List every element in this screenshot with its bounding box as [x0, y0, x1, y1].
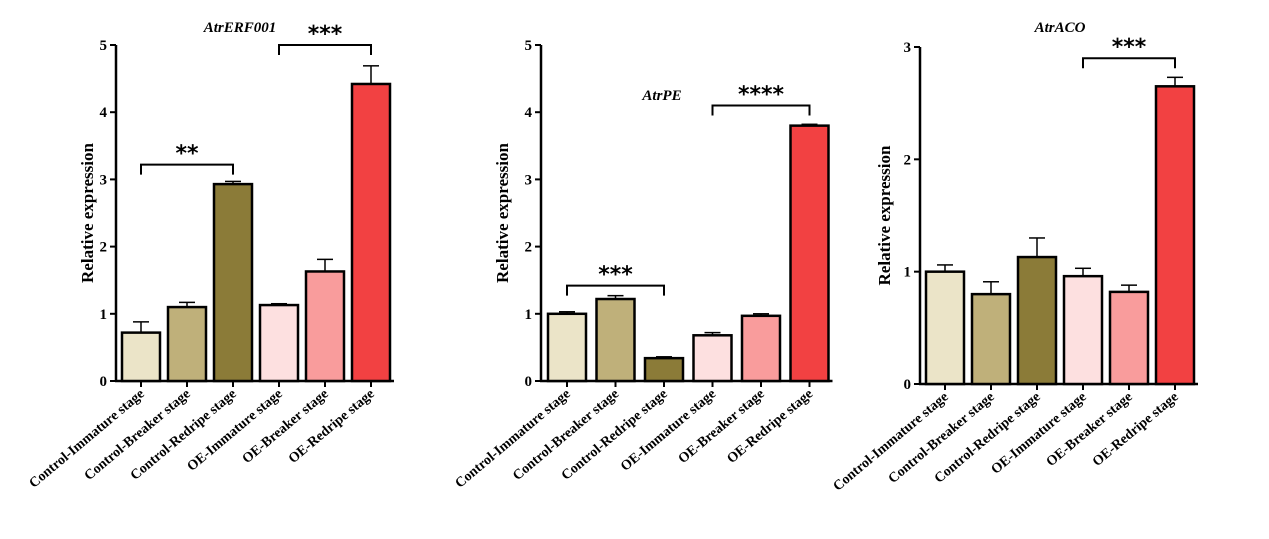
bar: [970, 292, 1012, 386]
bar: [1062, 274, 1104, 386]
y-tick-label: 3: [525, 172, 533, 188]
significance-label: ***: [1112, 35, 1147, 60]
x-tick-label: OE-Redripe stage: [1090, 390, 1182, 470]
y-tick-label: 2: [525, 240, 533, 256]
bar: [546, 312, 588, 383]
bar: [1016, 255, 1058, 386]
significance-label: ****: [738, 82, 785, 107]
significance-label: ***: [308, 22, 343, 47]
bar: [924, 270, 966, 386]
y-tick-label: 2: [904, 152, 912, 168]
x-tick-label: OE-Breaker stage: [676, 387, 768, 467]
x-tick-label: OE-Redripe stage: [286, 387, 378, 467]
chart-title: AtrACO: [1034, 20, 1086, 36]
y-tick-label: 0: [525, 374, 533, 390]
y-tick-label: 0: [100, 374, 108, 390]
y-tick-label: 1: [525, 307, 533, 323]
y-tick-label: 1: [904, 265, 912, 281]
y-tick-label: 5: [525, 38, 533, 54]
bar: [643, 356, 685, 383]
bar: [166, 305, 208, 383]
bar: [789, 124, 830, 383]
bar: [350, 82, 392, 383]
bar: [595, 297, 636, 383]
bar: [258, 303, 300, 383]
y-tick-label: 5: [100, 38, 108, 54]
y-tick-label: 3: [100, 172, 108, 188]
significance-bracket: [566, 284, 665, 296]
significance-label: ***: [598, 263, 633, 288]
bar: [304, 270, 346, 383]
bar: [212, 182, 254, 383]
bar: [692, 334, 733, 383]
y-tick-label: 0: [904, 377, 912, 393]
y-tick-label: 4: [100, 105, 108, 121]
bar: [120, 331, 162, 383]
y-axis-label: Relative expression: [78, 142, 97, 282]
significance-bracket: [278, 44, 372, 55]
y-tick-label: 4: [525, 105, 533, 121]
bar: [740, 314, 782, 383]
significance-label: **: [175, 142, 199, 167]
y-tick-label: 2: [100, 240, 108, 256]
x-tick-label: OE-Redripe stage: [725, 387, 817, 467]
y-tick-label: 1: [100, 307, 108, 323]
y-axis-label: Relative expression: [875, 145, 894, 285]
y-tick-label: 3: [904, 40, 912, 56]
bar: [1108, 290, 1150, 386]
y-axis-label: Relative expression: [493, 142, 512, 282]
chart-title: AtrPE: [641, 88, 681, 104]
bar: [1154, 85, 1196, 386]
significance-bracket: [140, 163, 234, 175]
chart-title: AtrERF001: [203, 20, 277, 36]
significance-bracket: [711, 104, 811, 116]
significance-bracket: [1082, 57, 1176, 69]
